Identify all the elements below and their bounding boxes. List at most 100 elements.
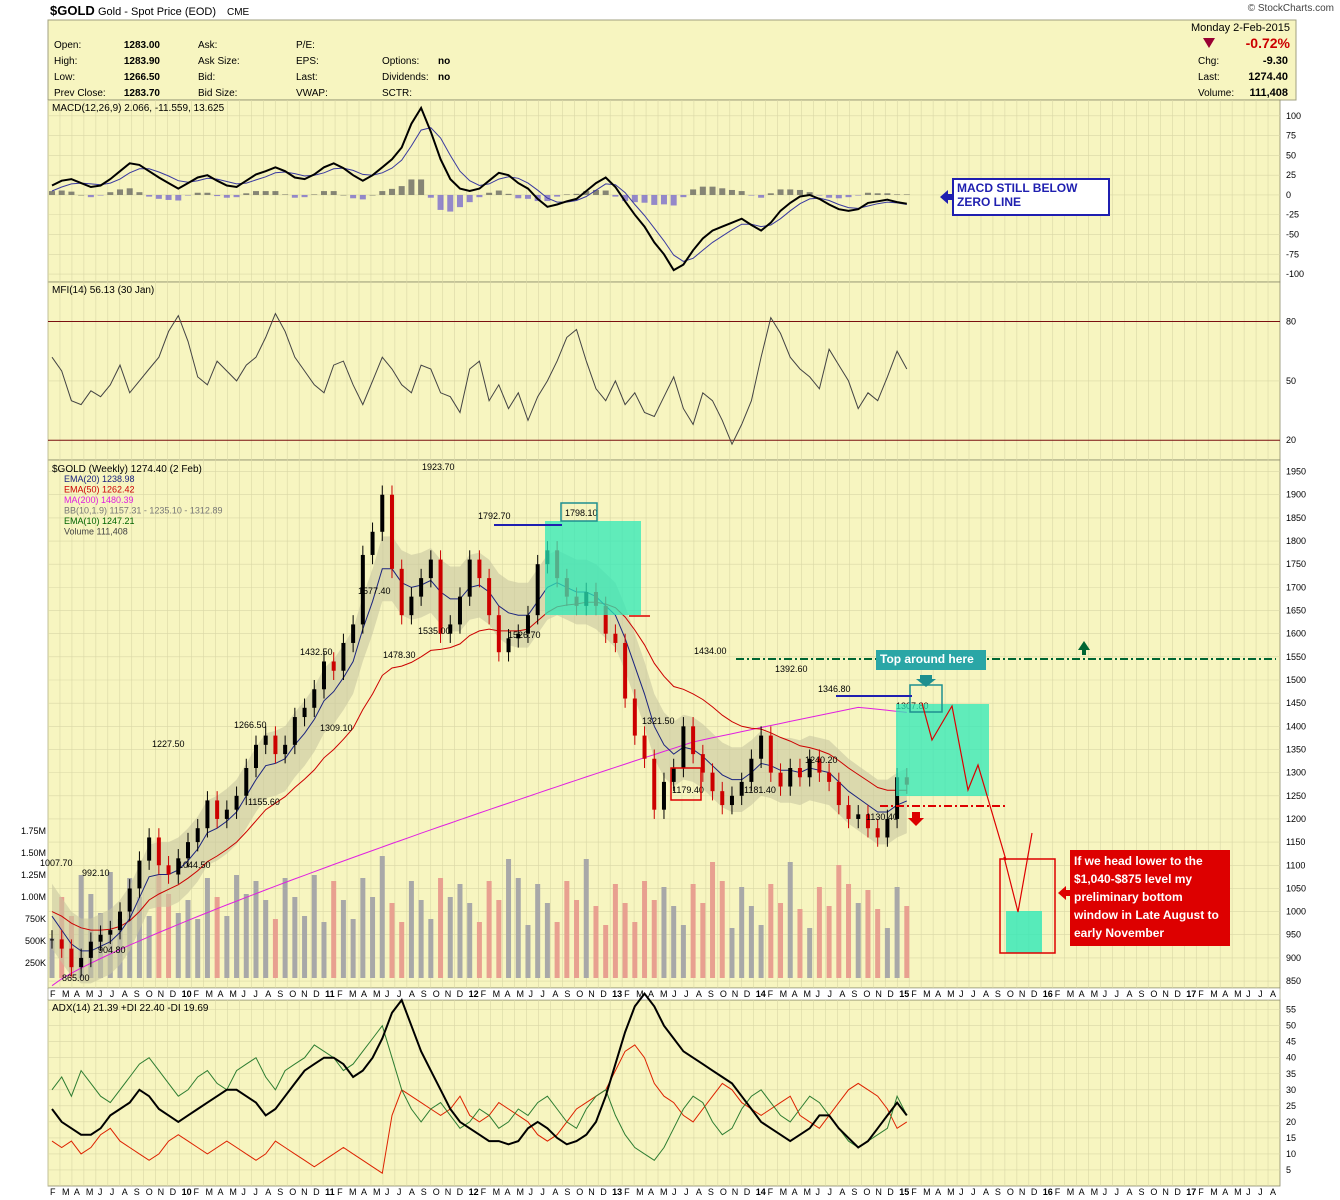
volume-bar xyxy=(816,887,822,978)
macd-histogram-bar xyxy=(97,194,104,196)
x-tick-label: 14 xyxy=(756,1187,766,1197)
x-tick-label: M xyxy=(636,1187,644,1197)
macd-histogram-bar xyxy=(369,194,376,196)
x-tick-label: 13 xyxy=(612,1187,622,1197)
quote-value: 1283.70 xyxy=(124,88,161,99)
x-tick-label: A xyxy=(74,1187,80,1197)
volume-bar xyxy=(574,900,580,978)
x-tick-label: F xyxy=(1198,989,1204,999)
highlight-box xyxy=(560,502,598,522)
x-tick-label: S xyxy=(851,989,857,999)
x-tick-label: D xyxy=(744,989,751,999)
price-label: 1346.80 xyxy=(818,684,851,694)
price-label: 1792.70 xyxy=(478,511,511,521)
y-tick-label: 5 xyxy=(1286,1165,1291,1175)
price-bar-body xyxy=(428,559,433,579)
macd-annotation: MACD STILL BELOW ZERO LINE xyxy=(952,178,1110,216)
x-tick-label: A xyxy=(74,989,80,999)
macd-histogram-bar xyxy=(680,194,687,198)
x-tick-label: A xyxy=(217,1187,223,1197)
x-tick-label: M xyxy=(780,1187,788,1197)
x-tick-label: A xyxy=(839,989,845,999)
volume-bar xyxy=(787,862,793,978)
price-label: 1321.50 xyxy=(642,716,675,726)
x-tick-label: D xyxy=(1174,1187,1181,1197)
macd-histogram-bar xyxy=(495,190,502,195)
macd-histogram-bar xyxy=(641,194,648,203)
x-tick-label: F xyxy=(50,1187,56,1197)
x-tick-label: F xyxy=(481,989,487,999)
volume-bar xyxy=(476,922,482,978)
volume-bar xyxy=(535,884,541,978)
exchange: CME xyxy=(227,7,250,18)
price-bar-body xyxy=(827,772,832,782)
macd-histogram-bar xyxy=(874,193,881,195)
price-label: 1240.20 xyxy=(805,755,838,765)
x-tick-label: J xyxy=(816,989,821,999)
macd-histogram-bar xyxy=(622,194,629,202)
price-bar-body xyxy=(836,781,841,806)
price-bar-body xyxy=(253,744,258,768)
volume-bar xyxy=(894,887,900,978)
x-tick-label: A xyxy=(409,1187,415,1197)
volume-bar xyxy=(166,894,172,978)
volume-bar xyxy=(690,884,696,978)
volume-bar xyxy=(243,894,249,978)
x-tick-label: D xyxy=(313,989,320,999)
macd-histogram-bar xyxy=(311,194,318,195)
down-triangle-icon xyxy=(1203,38,1215,48)
x-tick-label: O xyxy=(1150,989,1157,999)
macd-histogram-bar xyxy=(573,193,580,195)
y-tick-label: -50 xyxy=(1286,230,1299,240)
x-tick-label: O xyxy=(720,989,727,999)
macd-histogram-bar xyxy=(262,191,269,195)
price-label: 904.80 xyxy=(98,945,126,955)
macd-histogram-bar xyxy=(816,194,823,196)
quote-label: Last: xyxy=(296,72,318,83)
macd-histogram-bar xyxy=(350,194,357,199)
x-tick-label: S xyxy=(134,989,140,999)
price-bar-body xyxy=(603,605,608,634)
x-tick-label: F xyxy=(1055,1187,1061,1197)
x-tick-label: J xyxy=(1246,989,1251,999)
x-tick-label: A xyxy=(1127,989,1133,999)
price-title: $GOLD (Weekly) 1274.40 (2 Feb) xyxy=(52,464,202,475)
quote-label: Bid Size: xyxy=(198,88,237,99)
x-tick-label: M xyxy=(493,1187,501,1197)
mfi-line xyxy=(51,312,908,446)
x-tick-label: A xyxy=(552,989,558,999)
macd-histogram-bar xyxy=(87,194,94,198)
macd-histogram-bar xyxy=(592,189,599,195)
quote-value: no xyxy=(438,72,450,83)
volume-bar xyxy=(389,903,395,978)
x-tick-label: A xyxy=(1270,989,1276,999)
x-tick-label: 16 xyxy=(1043,1187,1053,1197)
x-tick-label: 15 xyxy=(899,989,909,999)
adx-line xyxy=(51,991,908,1149)
x-tick-label: A xyxy=(505,1187,511,1197)
price-bar-body xyxy=(312,689,317,708)
x-tick-label: J xyxy=(241,1187,246,1197)
quote-value: 1283.90 xyxy=(124,56,161,67)
volume-bar xyxy=(321,922,327,978)
x-tick-label: F xyxy=(911,1187,917,1197)
volume-bar xyxy=(486,881,492,978)
x-tick-label: J xyxy=(971,989,976,999)
x-tick-label: A xyxy=(1127,1187,1133,1197)
price-bar-body xyxy=(195,828,200,843)
price-bar-body xyxy=(885,818,890,838)
x-tick-label: F xyxy=(50,989,56,999)
y-tick-label: 1100 xyxy=(1286,860,1305,870)
volume-bar xyxy=(651,900,657,978)
price-bar-body xyxy=(457,596,462,625)
x-tick-label: J xyxy=(827,1187,832,1197)
x-tick-label: A xyxy=(1079,989,1085,999)
price-bar-body xyxy=(302,707,307,718)
volume-bar xyxy=(632,922,638,978)
macd-histogram-bar xyxy=(787,189,794,195)
macd-histogram-bar xyxy=(651,194,658,205)
volume-bar xyxy=(758,925,764,978)
volume-bar xyxy=(884,928,890,978)
volume-bar xyxy=(661,887,667,978)
macd-histogram-bar xyxy=(418,179,425,195)
